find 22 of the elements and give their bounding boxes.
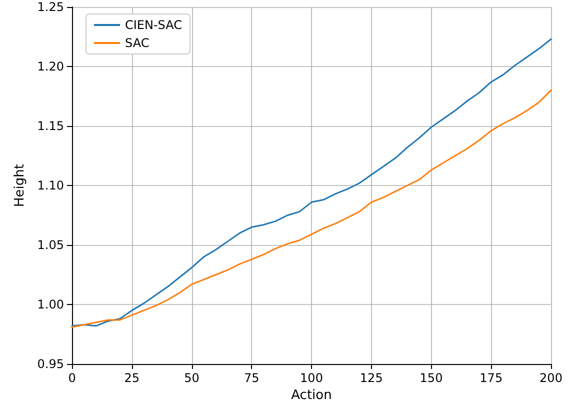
- y-tick-label: 1.20: [37, 60, 64, 74]
- x-tick-label: 125: [360, 371, 383, 385]
- x-tick-label: 25: [124, 371, 140, 385]
- x-tick-label: 50: [184, 371, 200, 385]
- line-series: [71, 38, 552, 327]
- x-axis-title: Action: [291, 388, 332, 403]
- y-axis-title: Height: [12, 164, 28, 207]
- legend-label: CIEN-SAC: [125, 18, 182, 32]
- y-tick-label: 1.00: [37, 298, 64, 312]
- y-tick-label: 1.10: [37, 178, 64, 192]
- line-series: [71, 90, 552, 328]
- x-tick-label: 200: [540, 371, 562, 385]
- y-tick-label: 1.25: [37, 0, 64, 14]
- x-tick-label: 175: [480, 371, 503, 385]
- x-tick-label: 75: [244, 371, 260, 385]
- y-tick-label: 1.15: [37, 119, 64, 133]
- legend-label: SAC: [125, 36, 150, 50]
- x-tick-label: 0: [68, 371, 76, 385]
- y-tick-label: 1.05: [37, 238, 64, 252]
- y-tick-label: 0.95: [37, 357, 64, 371]
- x-tick-label: 150: [420, 371, 443, 385]
- x-tick-label: 100: [300, 371, 323, 385]
